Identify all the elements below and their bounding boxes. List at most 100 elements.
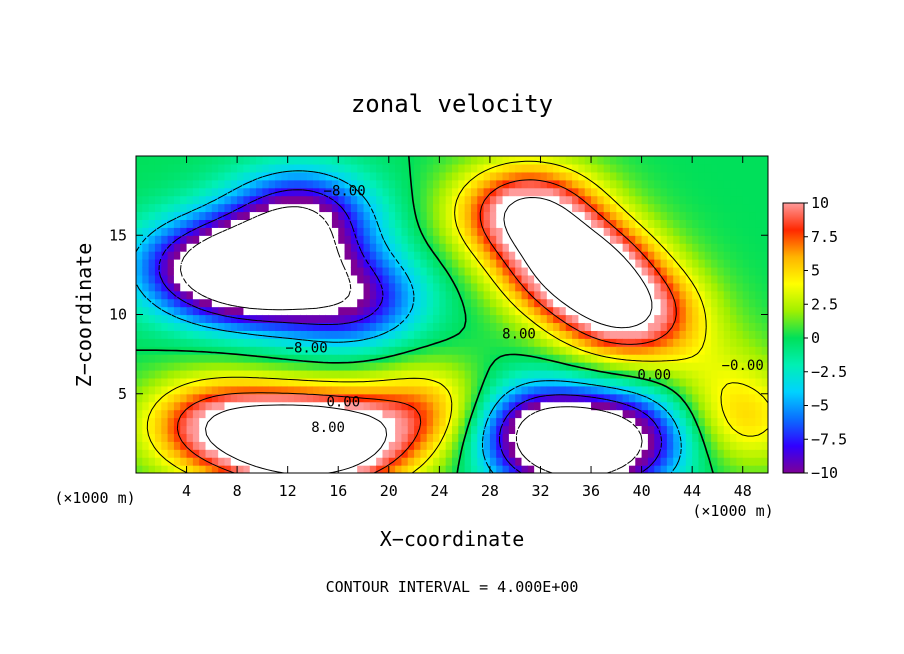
heatmap-cell bbox=[578, 306, 586, 316]
x-unit-right: (×1000 m) bbox=[692, 502, 773, 520]
heatmap-cell bbox=[426, 425, 434, 434]
heatmap-cell bbox=[312, 282, 320, 292]
heatmap-cell bbox=[635, 298, 643, 308]
heatmap-cell bbox=[704, 274, 712, 284]
heatmap-cell bbox=[515, 298, 523, 308]
heatmap-cell bbox=[559, 401, 567, 411]
heatmap-cell bbox=[249, 377, 257, 387]
heatmap-cell bbox=[483, 377, 491, 387]
heatmap-cell bbox=[243, 251, 251, 260]
heatmap-cell bbox=[319, 235, 327, 244]
heatmap-cell bbox=[717, 401, 725, 411]
heatmap-cell bbox=[445, 433, 453, 442]
heatmap-cell bbox=[388, 377, 396, 387]
heatmap-cell bbox=[224, 259, 232, 268]
heatmap-cell bbox=[211, 457, 219, 466]
heatmap-cell bbox=[685, 163, 693, 173]
heatmap-cell bbox=[218, 449, 226, 458]
heatmap-cell bbox=[224, 274, 232, 284]
heatmap-cell bbox=[534, 465, 542, 473]
heatmap-cell bbox=[698, 457, 706, 466]
heatmap-cell bbox=[167, 465, 175, 473]
heatmap-cell bbox=[452, 179, 459, 189]
heatmap-cell bbox=[540, 163, 548, 173]
heatmap-cell bbox=[243, 290, 251, 300]
heatmap-cell bbox=[249, 282, 257, 292]
heatmap-cell bbox=[546, 369, 554, 379]
heatmap-cell bbox=[363, 330, 371, 339]
heatmap-cell bbox=[502, 251, 510, 260]
heatmap-cell bbox=[578, 290, 586, 300]
heatmap-cell bbox=[477, 187, 485, 197]
heatmap-cell bbox=[647, 163, 655, 173]
heatmap-cell bbox=[666, 457, 674, 466]
heatmap-cell bbox=[382, 354, 390, 363]
heatmap-cell bbox=[483, 156, 491, 165]
heatmap-cell bbox=[698, 322, 706, 331]
heatmap-cell bbox=[635, 195, 643, 205]
heatmap-cell bbox=[268, 243, 276, 252]
heatmap-cell bbox=[647, 274, 655, 284]
heatmap-cell bbox=[597, 259, 605, 268]
heatmap-cell bbox=[211, 219, 219, 228]
heatmap-cell bbox=[692, 441, 700, 450]
heatmap-cell bbox=[540, 156, 548, 165]
heatmap-cell bbox=[622, 203, 630, 213]
heatmap-cell bbox=[186, 417, 194, 427]
heatmap-cell bbox=[237, 298, 245, 308]
heatmap-cell bbox=[338, 163, 346, 173]
heatmap-cell bbox=[635, 211, 643, 220]
heatmap-cell bbox=[420, 377, 428, 387]
heatmap-cell bbox=[704, 377, 712, 387]
heatmap-cell bbox=[508, 425, 516, 434]
heatmap-cell bbox=[237, 251, 245, 260]
heatmap-cell bbox=[224, 195, 232, 205]
heatmap-cell bbox=[142, 417, 150, 427]
heatmap-cell bbox=[749, 163, 756, 173]
heatmap-cell bbox=[256, 314, 263, 324]
heatmap-cell bbox=[142, 433, 150, 442]
heatmap-cell bbox=[369, 441, 377, 450]
heatmap-cell bbox=[761, 203, 768, 213]
heatmap-cell bbox=[666, 203, 674, 213]
heatmap-cell bbox=[369, 314, 377, 324]
heatmap-cell bbox=[673, 259, 681, 268]
heatmap-cell bbox=[281, 322, 289, 331]
heatmap-cell bbox=[749, 251, 756, 260]
heatmap-cell bbox=[154, 433, 162, 442]
heatmap-cell bbox=[154, 338, 162, 347]
heatmap-cell bbox=[489, 441, 497, 450]
heatmap-cell bbox=[256, 433, 263, 442]
heatmap-cell bbox=[224, 385, 232, 395]
heatmap-cell bbox=[161, 441, 169, 450]
heatmap-cell bbox=[148, 433, 156, 442]
heatmap-cell bbox=[527, 322, 535, 331]
heatmap-cell bbox=[641, 369, 649, 379]
heatmap-cell bbox=[755, 298, 763, 308]
heatmap-cell bbox=[527, 195, 535, 205]
heatmap-cell bbox=[496, 354, 504, 363]
heatmap-cell bbox=[161, 362, 169, 371]
heatmap-cell bbox=[287, 274, 295, 284]
heatmap-cell bbox=[749, 227, 756, 236]
heatmap-cell bbox=[338, 314, 346, 324]
heatmap-cell bbox=[180, 457, 188, 466]
heatmap-cell bbox=[154, 195, 162, 205]
heatmap-cell bbox=[534, 171, 542, 181]
contour-line bbox=[158, 189, 663, 473]
heatmap-cell bbox=[363, 338, 371, 347]
heatmap-cell bbox=[508, 266, 516, 276]
heatmap-cell bbox=[749, 393, 756, 403]
heatmap-cell bbox=[515, 171, 523, 181]
heatmap-cell bbox=[136, 219, 143, 228]
heatmap-cell bbox=[186, 266, 194, 276]
heatmap-cell bbox=[730, 203, 737, 213]
heatmap-cell bbox=[167, 179, 175, 189]
heatmap-cell bbox=[483, 163, 491, 173]
heatmap-cell bbox=[426, 211, 434, 220]
heatmap-cell bbox=[224, 211, 232, 220]
heatmap-cell bbox=[344, 282, 352, 292]
heatmap-cell bbox=[464, 330, 472, 339]
heatmap-cell bbox=[230, 425, 238, 434]
heatmap-cell bbox=[578, 259, 586, 268]
